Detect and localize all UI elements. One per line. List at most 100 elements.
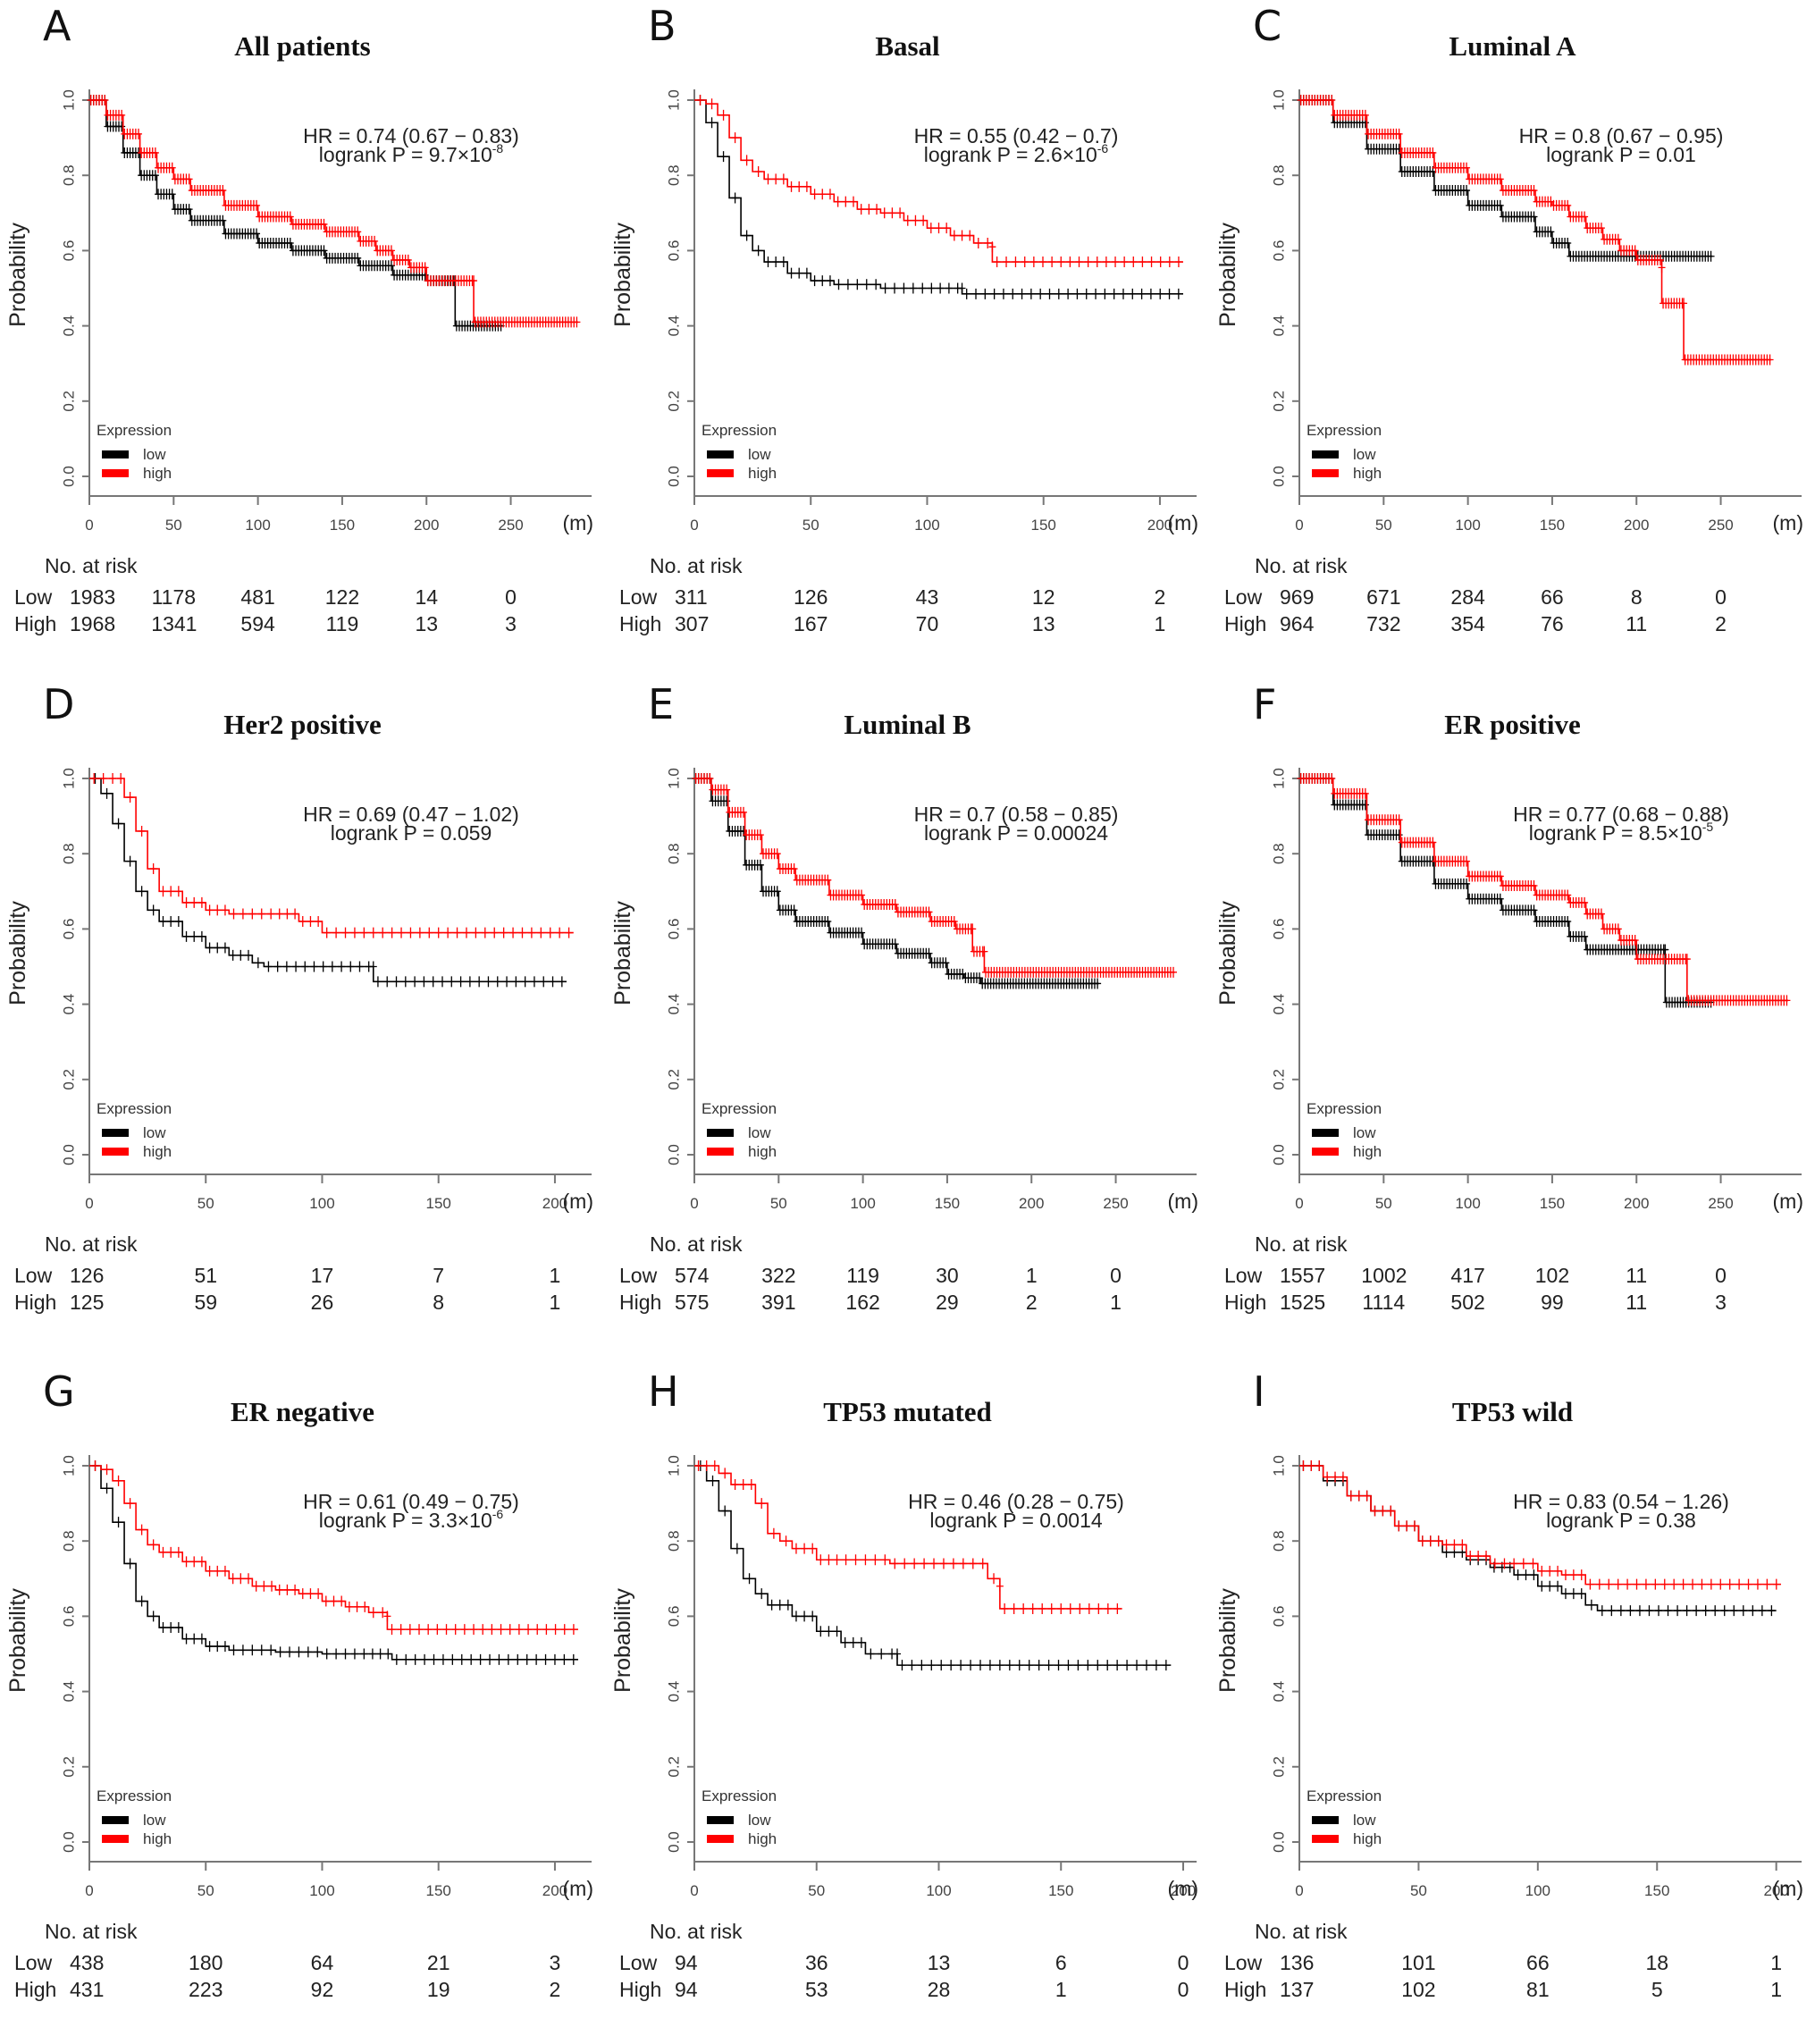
censor-mark (244, 1573, 252, 1585)
risk-count: 43 (915, 585, 939, 609)
risk-count: 284 (1450, 585, 1485, 609)
y-tick-label: 0.2 (665, 391, 682, 412)
censor-mark (1530, 1569, 1538, 1581)
censor-mark (1586, 1578, 1594, 1590)
censor-mark (442, 1624, 450, 1636)
censor-mark (756, 829, 764, 841)
legend-swatch-high (707, 1148, 734, 1156)
censor-mark (1661, 944, 1669, 955)
risk-table-title: No. at risk (650, 1920, 743, 1943)
censor-mark (350, 1648, 358, 1660)
censor-mark (392, 1653, 400, 1665)
censor-mark (149, 1611, 157, 1622)
censor-mark (149, 863, 157, 875)
censor-mark (283, 1584, 291, 1595)
censor-mark (795, 267, 803, 279)
censor-mark (1564, 889, 1572, 901)
censor-mark (1530, 185, 1538, 197)
censor-mark (174, 1622, 182, 1634)
censor-mark (527, 927, 535, 938)
censor-mark (379, 927, 387, 938)
censor-mark (221, 904, 229, 916)
logrank-p-label: logrank P = 0.059 (331, 821, 492, 845)
censor-mark (1046, 288, 1054, 299)
censor-mark (315, 915, 323, 927)
logrank-p-label: logrank P = 8.5×10-5 (1529, 820, 1714, 845)
legend-title: Expression (702, 1100, 777, 1117)
censor-mark (573, 316, 581, 328)
censor-mark (282, 961, 290, 972)
x-tick-label: 200 (542, 1195, 567, 1212)
censor-mark (754, 245, 762, 257)
censor-mark (1379, 1505, 1387, 1517)
censor-mark (462, 927, 470, 938)
censor-mark (149, 904, 157, 916)
censor-mark (118, 109, 126, 121)
censor-mark (182, 1556, 190, 1568)
risk-count: 99 (1541, 1291, 1564, 1314)
risk-count: 1 (549, 1264, 561, 1287)
censor-mark (1693, 1605, 1701, 1617)
censor-mark (792, 1543, 800, 1554)
censor-mark (1547, 226, 1555, 238)
censor-mark (969, 1558, 977, 1569)
km-panel-f: F ER positive 0.0 0.2 0.4 0.6 0.8 1.0 Probabilit… (1210, 678, 1815, 1357)
censor-mark (185, 173, 193, 185)
censor-mark (1112, 257, 1120, 268)
censor-mark (1683, 954, 1691, 965)
y-tick-label: 0.4 (665, 315, 682, 337)
censor-mark (754, 165, 762, 177)
risk-count: 13 (927, 1951, 951, 1974)
censor-mark (1048, 257, 1056, 268)
risk-count: 76 (1541, 612, 1564, 635)
censor-mark (1027, 288, 1035, 299)
y-tick-label: 0.8 (665, 164, 682, 186)
censor-mark (976, 1660, 984, 1671)
censor-mark (1450, 1539, 1458, 1551)
risk-count: 1 (1055, 1978, 1067, 2001)
censor-mark (1758, 1605, 1766, 1617)
censor-mark (320, 218, 328, 230)
censor-mark (301, 961, 309, 972)
risk-count: 13 (1031, 612, 1055, 635)
censor-mark (1047, 1602, 1055, 1614)
censor-mark (1138, 288, 1146, 299)
censor-mark (103, 1464, 111, 1476)
censor-mark (126, 855, 134, 867)
censor-mark (731, 1479, 739, 1491)
legend-label-low: low (143, 1812, 166, 1829)
censor-mark (114, 1475, 122, 1486)
x-tick-label: 250 (1708, 1195, 1733, 1212)
x-tick-label: 200 (1147, 517, 1172, 534)
risk-count: 64 (310, 1951, 334, 1974)
censor-mark (439, 1653, 447, 1665)
risk-count: 70 (915, 612, 939, 635)
censor-mark (239, 908, 247, 920)
panel-letter: C (1253, 2, 1282, 50)
x-tick-label: 250 (498, 517, 523, 534)
censor-mark (500, 927, 508, 938)
risk-row-label-high: High (619, 612, 662, 635)
censor-mark (1496, 893, 1504, 904)
censor-mark (925, 906, 933, 918)
censor-mark (858, 927, 866, 938)
censor-mark (167, 886, 175, 897)
censor-mark (190, 1556, 198, 1568)
censor-marks-high (1297, 95, 1774, 366)
y-axis-label: Probability (610, 223, 635, 327)
censor-mark (260, 1580, 268, 1592)
chart-title: All patients (234, 30, 371, 62)
censor-mark (283, 908, 291, 920)
y-tick-label: 0.2 (60, 391, 77, 412)
y-axis-label: Probability (5, 1588, 30, 1693)
risk-row-label-low: Low (1224, 1264, 1263, 1287)
censor-mark (558, 976, 566, 988)
censor-mark (398, 927, 406, 938)
censor-mark (1605, 1578, 1613, 1590)
censor-mark (872, 279, 880, 290)
censor-mark (248, 1644, 256, 1656)
x-tick-label: 150 (935, 1195, 960, 1212)
y-tick-label: 0.6 (60, 1606, 77, 1628)
risk-count: 28 (927, 1978, 951, 2001)
censor-mark (861, 1554, 870, 1566)
